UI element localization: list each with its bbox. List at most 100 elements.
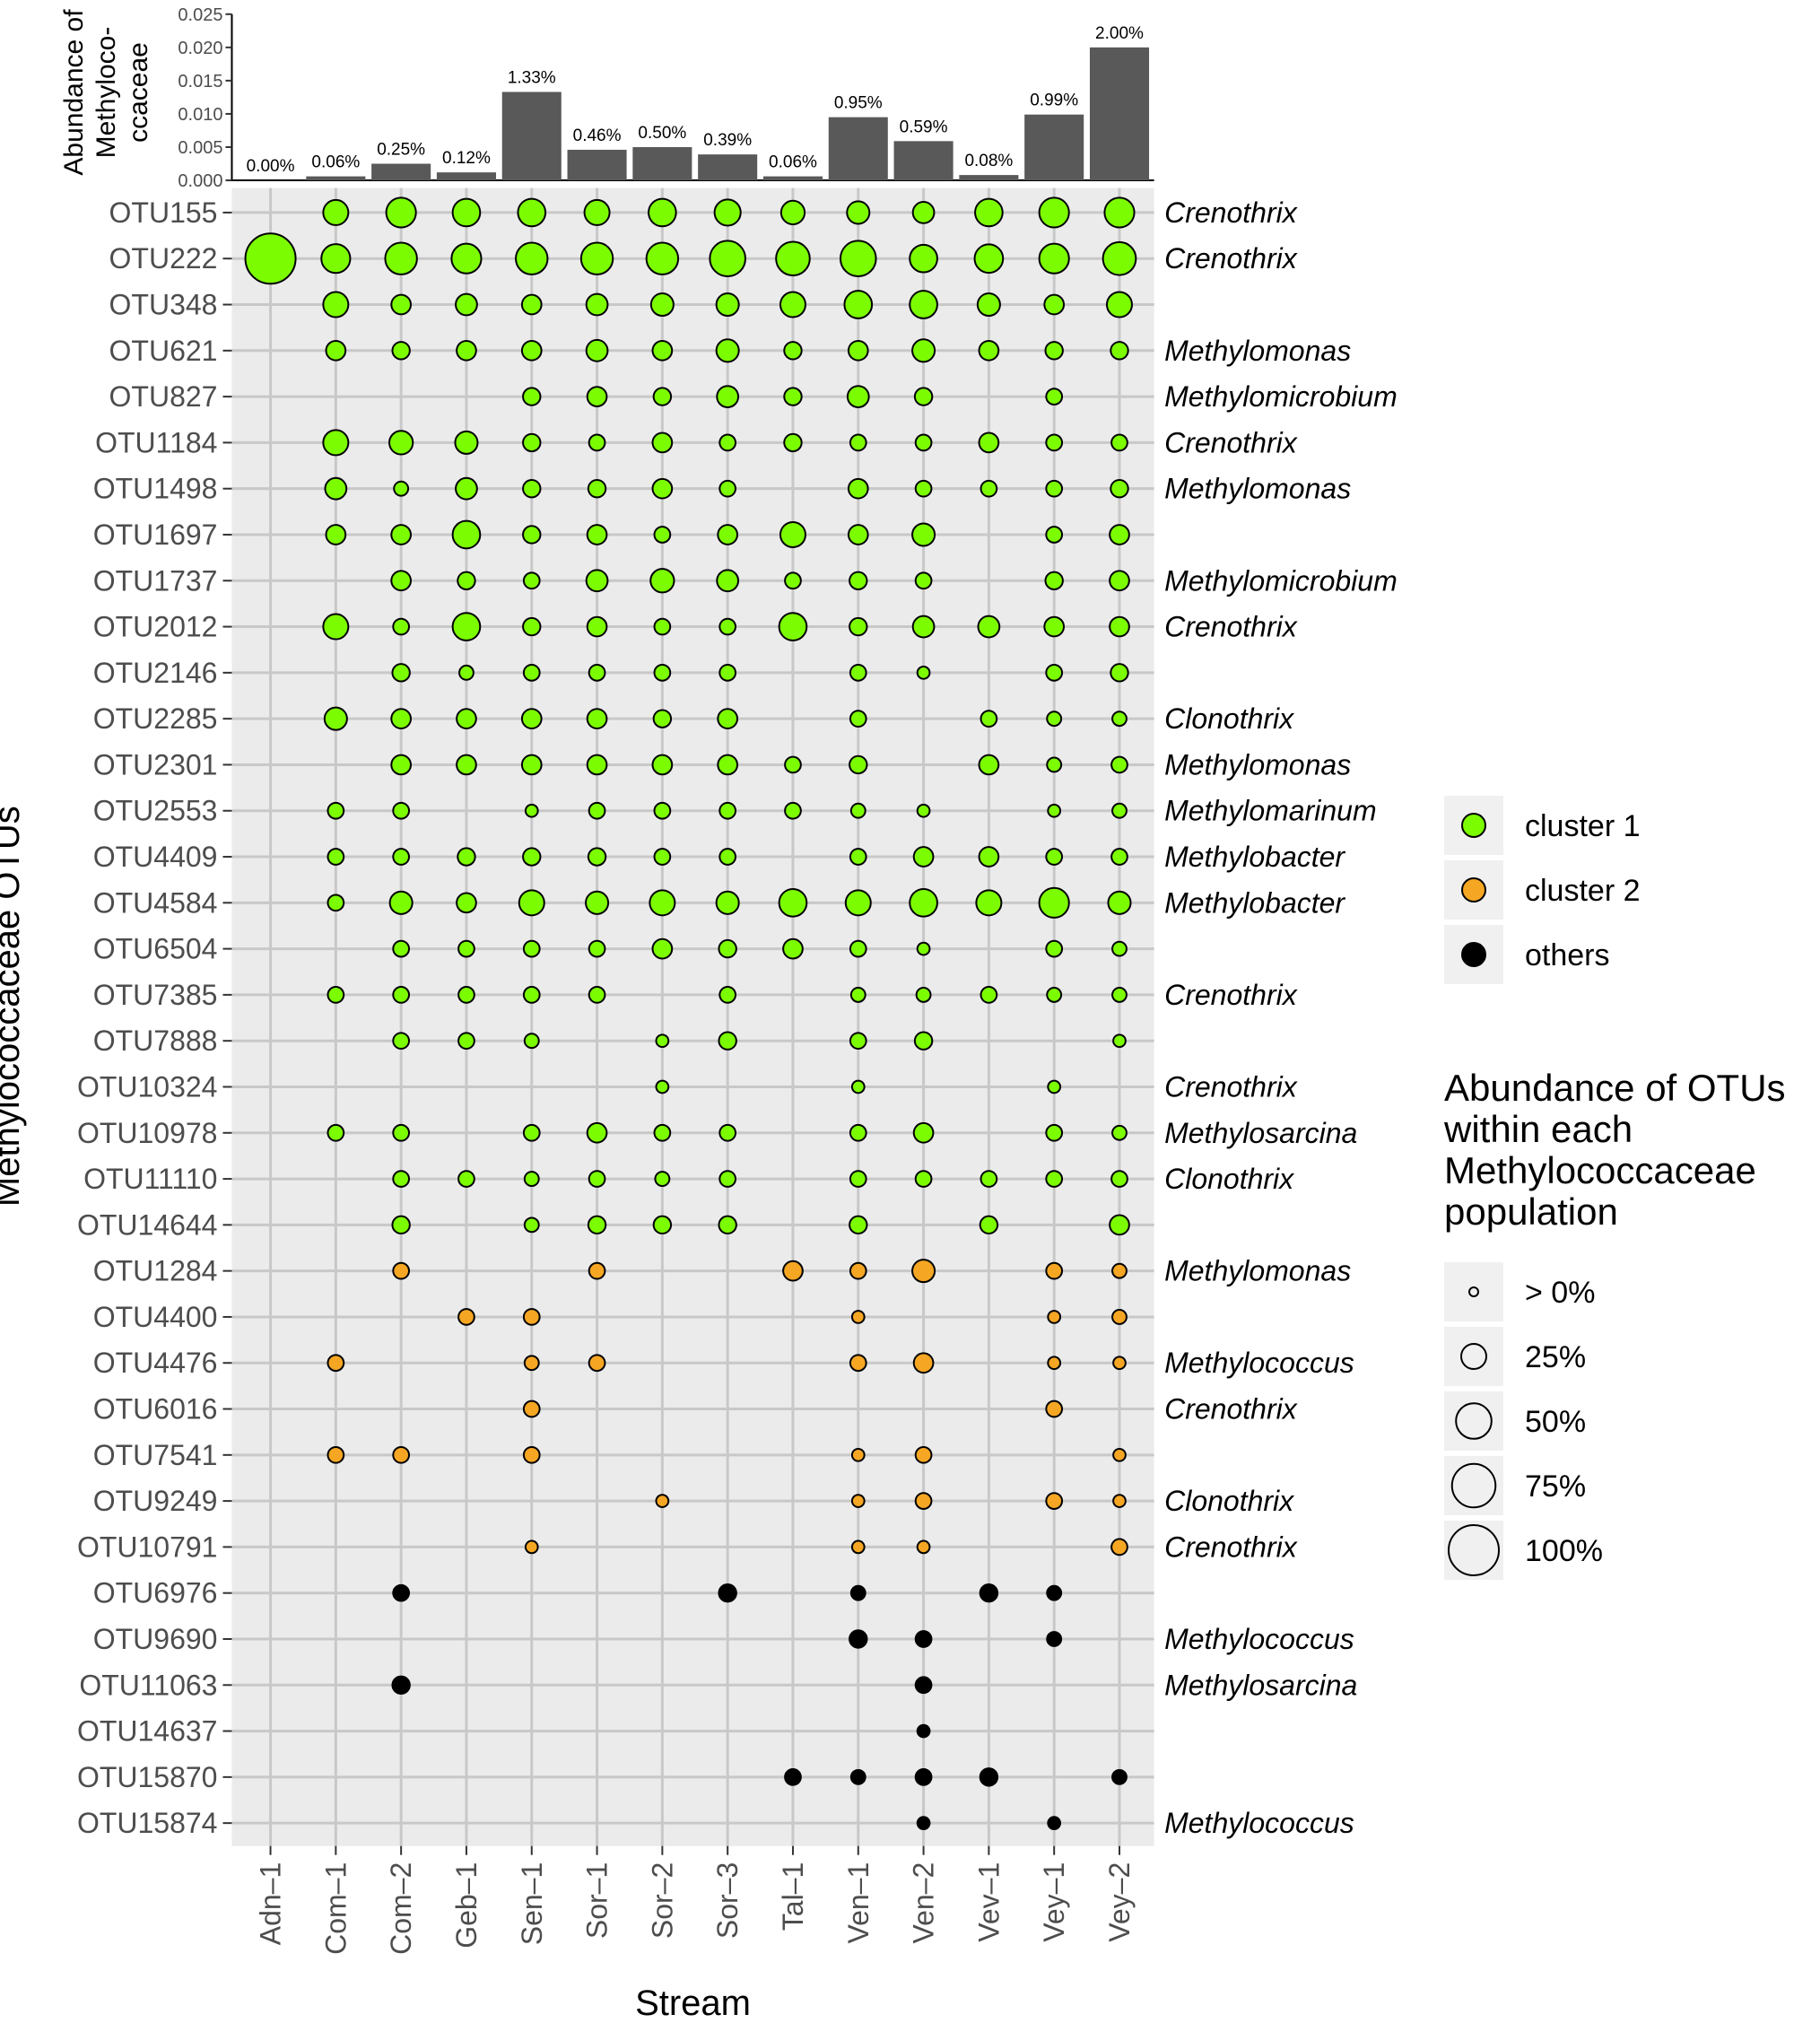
bubble-OTU11110-Vey–1 <box>1045 1170 1064 1188</box>
bubble-OTU6976-Com–2 <box>392 1583 411 1602</box>
bubble-OTU4400-Geb–1 <box>457 1308 475 1326</box>
genus-label: Methylomonas <box>1164 335 1351 367</box>
bubble-OTU4409-Com–2 <box>392 848 411 866</box>
legend-size-label: 25% <box>1525 1340 1586 1374</box>
bar-Vev–1 <box>959 175 1019 181</box>
bubble-OTU11063-Com–2 <box>391 1675 411 1695</box>
bubble-OTU7888-Sor–3 <box>718 1031 737 1051</box>
bubble-OTU6504-Geb–1 <box>457 939 475 958</box>
bubble-OTU1697-Sor–2 <box>653 526 672 544</box>
bar-value-label: 0.99% <box>1030 92 1078 110</box>
bubble-OTU2285-Geb–1 <box>456 708 477 729</box>
bubble-OTU6504-Vey–1 <box>1045 939 1064 958</box>
x-tick-label: Sen–1 <box>516 1862 548 1946</box>
bubble-OTU222-Sen–1 <box>515 241 549 275</box>
x-tick-label: Ven–1 <box>842 1862 875 1944</box>
bubble-OTU11110-Sen–1 <box>523 1171 540 1187</box>
bubble-OTU348-Ven–2 <box>909 290 938 319</box>
x-tick-label: Ven–2 <box>908 1862 940 1944</box>
bubble-OTU827-Sor–3 <box>716 385 740 408</box>
bubble-OTU14644-Sor–3 <box>718 1215 737 1235</box>
bar-Sor–2 <box>632 146 692 181</box>
bubble-OTU155-Com–1 <box>322 198 350 226</box>
bar-y-axis-label-line: Methyloco- <box>91 27 121 159</box>
y-tick-label: OTU1184 <box>95 426 217 458</box>
bubble-OTU1184-Sor–2 <box>651 432 674 454</box>
bubble-OTU2285-Com–2 <box>390 708 412 729</box>
bubble-OTU222-Adn–1 <box>244 232 297 285</box>
bubble-OTU15870-Ven–1 <box>849 1768 866 1785</box>
y-tick-label: OTU7385 <box>93 979 218 1011</box>
bubble-OTU7541-Vey–2 <box>1112 1447 1127 1462</box>
bubble-OTU2012-Sor–3 <box>718 617 737 636</box>
bubble-OTU2301-Vev–1 <box>978 754 1000 776</box>
legend-size-title-line: Methylococcaceae <box>1444 1149 1756 1191</box>
bubble-OTU2012-Sor–2 <box>653 617 672 636</box>
y-tick-label: OTU348 <box>109 289 218 321</box>
y-tick-label: OTU7888 <box>93 1025 218 1057</box>
bubble-OTU1697-Com–1 <box>325 524 347 545</box>
x-tick-label: Vev–1 <box>972 1862 1005 1942</box>
bubble-OTU15874-Ven–2 <box>916 1816 931 1831</box>
bubble-OTU1498-Com–1 <box>324 476 348 501</box>
y-tick-label: OTU2146 <box>93 657 218 689</box>
bubble-OTU1284-Ven–2 <box>911 1259 936 1284</box>
bubble-OTU4584-Vev–1 <box>975 889 1003 917</box>
bar-y-axis-label: Abundance of Methyloco-ccaceae <box>59 9 153 176</box>
bubble-OTU2553-Vey–1 <box>1047 803 1062 818</box>
y-tick-label: OTU2553 <box>93 795 218 827</box>
bar-value-label: 0.39% <box>703 131 752 150</box>
bubble-OTU2553-Sor–1 <box>588 801 606 820</box>
bar-y-axis-label-line: ccaceae <box>124 42 153 143</box>
bubble-OTU7385-Ven–1 <box>849 986 866 1003</box>
bar-series <box>306 47 1150 181</box>
genus-label: Crenothrix <box>1164 611 1298 643</box>
bubble-OTU348-Sor–1 <box>585 292 609 317</box>
bubble-OTU4476-Com–1 <box>327 1354 345 1373</box>
bubble-OTU9690-Vey–1 <box>1046 1631 1063 1647</box>
bubble-OTU11110-Vev–1 <box>980 1170 998 1188</box>
bubble-OTU2285-Ven–1 <box>849 710 867 728</box>
bar-Ven–2 <box>893 141 954 181</box>
bubble-OTU2012-Sor–1 <box>586 615 608 638</box>
bubble-OTU7888-Sen–1 <box>523 1033 540 1050</box>
bubble-OTU7541-Sen–1 <box>522 1445 541 1464</box>
y-tick-label: OTU1697 <box>93 519 218 551</box>
bubble-OTU9249-Vey–1 <box>1045 1492 1064 1510</box>
x-tick-label: Vey–1 <box>1038 1862 1070 1942</box>
bubble-OTU1498-Vev–1 <box>980 479 998 498</box>
bubble-OTU2012-Sen–1 <box>522 616 542 637</box>
bubble-OTU1697-Ven–2 <box>911 522 936 547</box>
genus-label: Methylosarcina <box>1164 1669 1357 1701</box>
legend-size-title-line: within each <box>1443 1108 1633 1150</box>
bubble-OTU621-Ven–2 <box>911 338 936 363</box>
genus-label: Methylomonas <box>1164 748 1351 780</box>
bubble-OTU1184-Tal–1 <box>783 432 803 453</box>
bubble-OTU348-Vey–1 <box>1043 293 1066 316</box>
bubble-OTU7888-Sor–2 <box>655 1033 670 1049</box>
bubble-OTU10978-Vey–1 <box>1045 1123 1064 1142</box>
bubble-OTU1184-Sor–1 <box>588 433 606 452</box>
bubble-OTU4584-Vey–1 <box>1038 886 1070 919</box>
bubble-OTU2146-Vey–1 <box>1045 663 1064 682</box>
bubble-OTU2553-Sen–1 <box>524 803 539 818</box>
bubble-OTU1737-Sor–3 <box>716 569 740 593</box>
bubble-OTU2285-Sor–3 <box>717 708 739 729</box>
bubble-OTU14644-Vev–1 <box>979 1215 999 1235</box>
y-tick-label: OTU15870 <box>77 1761 218 1793</box>
legend-size-label: 100% <box>1525 1534 1603 1568</box>
bar-Vey–2 <box>1089 47 1150 181</box>
bubble-OTU155-Geb–1 <box>451 197 482 228</box>
bubble-OTU222-Sor–2 <box>645 241 680 275</box>
bubble-OTU222-Tal–1 <box>775 240 811 277</box>
bubble-OTU2285-Sor–1 <box>586 708 608 729</box>
x-tick-label: Sor–1 <box>581 1862 614 1939</box>
y-tick-label: OTU14644 <box>77 1208 218 1241</box>
bubble-OTU6504-Vey–2 <box>1111 940 1128 957</box>
bubble-OTU621-Vey–1 <box>1044 341 1064 361</box>
bar-value-label: 0.59% <box>900 118 948 136</box>
bubble-OTU1284-Vey–1 <box>1045 1261 1064 1280</box>
legend-size-title-line: population <box>1444 1190 1618 1233</box>
bubble-OTU6504-Sor–1 <box>588 939 606 958</box>
